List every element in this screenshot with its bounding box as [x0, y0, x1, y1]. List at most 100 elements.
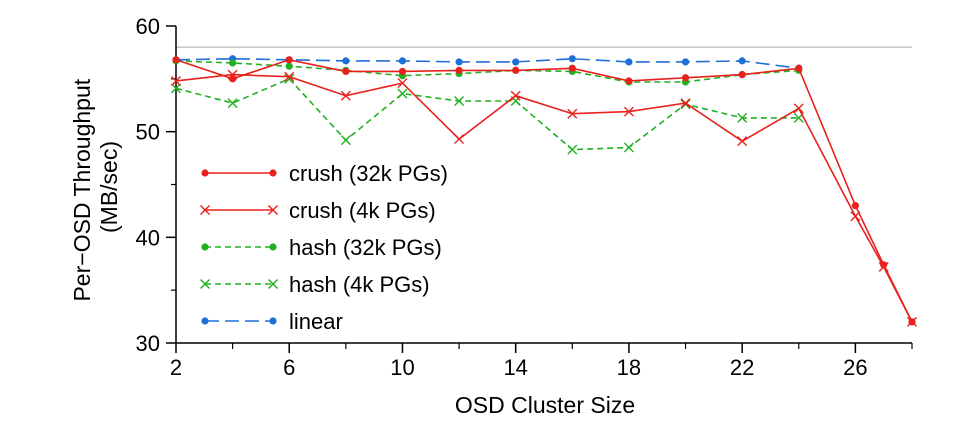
legend-label: linear: [289, 309, 343, 334]
cross-stroke: [227, 98, 238, 109]
data-point-dot: [625, 58, 633, 66]
data-point-cross: [680, 98, 691, 109]
data-point-cross: [680, 99, 691, 110]
data-point-cross: [227, 98, 238, 109]
data-point-dot: [269, 243, 277, 251]
y-axis-label: Per−OSD Throughput (MB/sec): [69, 72, 122, 301]
legend-entry: hash (4k PGs): [200, 272, 430, 297]
data-point-cross: [268, 279, 278, 289]
series-line: [175, 77, 799, 151]
data-point-cross: [171, 75, 181, 86]
cross-stroke: [171, 83, 181, 94]
cross-stroke: [623, 142, 634, 153]
legend-entry: crush (32k PGs): [201, 161, 448, 186]
data-point-cross: [340, 135, 351, 146]
data-point-cross: [200, 279, 210, 289]
legend-label: hash (4k PGs): [289, 272, 430, 297]
data-point-cross: [567, 108, 578, 119]
series-crush-32k-pgs: [172, 56, 916, 326]
data-point-cross: [397, 78, 408, 89]
legend: crush (32k PGs) crush (4k PGs) hash (32k P…: [200, 161, 448, 334]
data-point-dot: [908, 318, 916, 326]
data-point-dot: [201, 243, 209, 251]
series-crush-4k-pgs: [171, 69, 917, 327]
cross-stroke: [340, 90, 351, 101]
data-point-dot: [851, 202, 859, 210]
legend-entry: crush (4k PGs): [200, 198, 436, 223]
cross-stroke: [340, 135, 351, 146]
y-axis-label-line-2: (MB/sec): [96, 141, 122, 233]
legend-entry: hash (32k PGs): [201, 235, 442, 260]
data-point-dot: [269, 169, 277, 177]
data-point-dot: [681, 74, 690, 82]
data-point-dot: [172, 56, 180, 64]
cross-stroke: [397, 78, 408, 89]
data-point-cross: [454, 134, 465, 145]
data-point-cross: [623, 106, 634, 117]
cross-stroke: [284, 71, 295, 82]
legend-label: hash (32k PGs): [289, 235, 442, 260]
data-point-cross: [284, 73, 295, 84]
data-point-dot: [229, 59, 237, 67]
cross-stroke: [454, 134, 465, 145]
data-point-dot: [285, 62, 293, 70]
cross-stroke: [454, 96, 465, 107]
data-point-cross: [397, 88, 408, 99]
cross-stroke: [171, 75, 181, 86]
series-linear: [172, 55, 803, 72]
cross-stroke: [510, 90, 521, 101]
cross-stroke: [567, 108, 578, 119]
x-tick-label: 22: [730, 355, 754, 380]
data-point-cross: [454, 96, 465, 107]
data-point-dot: [342, 67, 350, 76]
series-hash-4k-pgs: [171, 73, 804, 155]
series-layer: [171, 55, 917, 327]
data-point-cross: [737, 136, 748, 147]
data-point-cross: [200, 205, 210, 215]
data-point-cross: [737, 112, 748, 123]
legend-entry: linear: [201, 309, 343, 334]
data-point-dot: [681, 58, 690, 66]
y-tick-label: 30: [136, 331, 160, 356]
data-point-dot: [625, 77, 633, 85]
cross-stroke: [623, 106, 634, 117]
legend-label: crush (4k PGs): [289, 198, 436, 223]
data-point-cross: [284, 71, 295, 82]
cross-stroke: [268, 279, 278, 289]
data-point-dot: [738, 71, 746, 79]
x-tick-label: 14: [503, 355, 527, 380]
y-tick-label: 50: [136, 120, 160, 145]
x-tick-label: 10: [390, 355, 414, 380]
cross-stroke: [737, 136, 748, 147]
cross-stroke: [680, 98, 691, 109]
cross-stroke: [680, 99, 691, 110]
data-point-cross: [793, 103, 804, 114]
data-point-dot: [880, 261, 888, 269]
data-point-cross: [171, 83, 181, 94]
data-point-dot: [229, 75, 237, 83]
cross-stroke: [737, 112, 748, 123]
legend-label: crush (32k PGs): [289, 161, 448, 186]
data-point-dot: [512, 66, 520, 74]
data-point-dot: [201, 317, 209, 325]
cross-stroke: [268, 205, 278, 215]
data-point-dot: [398, 67, 407, 76]
x-axis-label: OSD Cluster Size: [455, 392, 635, 418]
data-point-cross: [268, 205, 278, 215]
data-point-dot: [568, 55, 576, 63]
data-point-cross: [567, 144, 578, 155]
cross-stroke: [284, 73, 295, 84]
y-axis-label-line-1: Per−OSD Throughput: [69, 78, 95, 301]
y-tick-label: 60: [136, 14, 160, 39]
data-point-dot: [512, 58, 520, 66]
data-point-dot: [795, 64, 803, 72]
data-point-cross: [623, 142, 634, 153]
data-point-dot: [568, 64, 576, 72]
cross-stroke: [200, 279, 210, 289]
data-point-dot: [398, 57, 407, 65]
cross-stroke: [397, 88, 408, 99]
cross-stroke: [793, 103, 804, 114]
x-tick-label: 2: [170, 355, 182, 380]
y-tick-label: 40: [136, 225, 160, 250]
